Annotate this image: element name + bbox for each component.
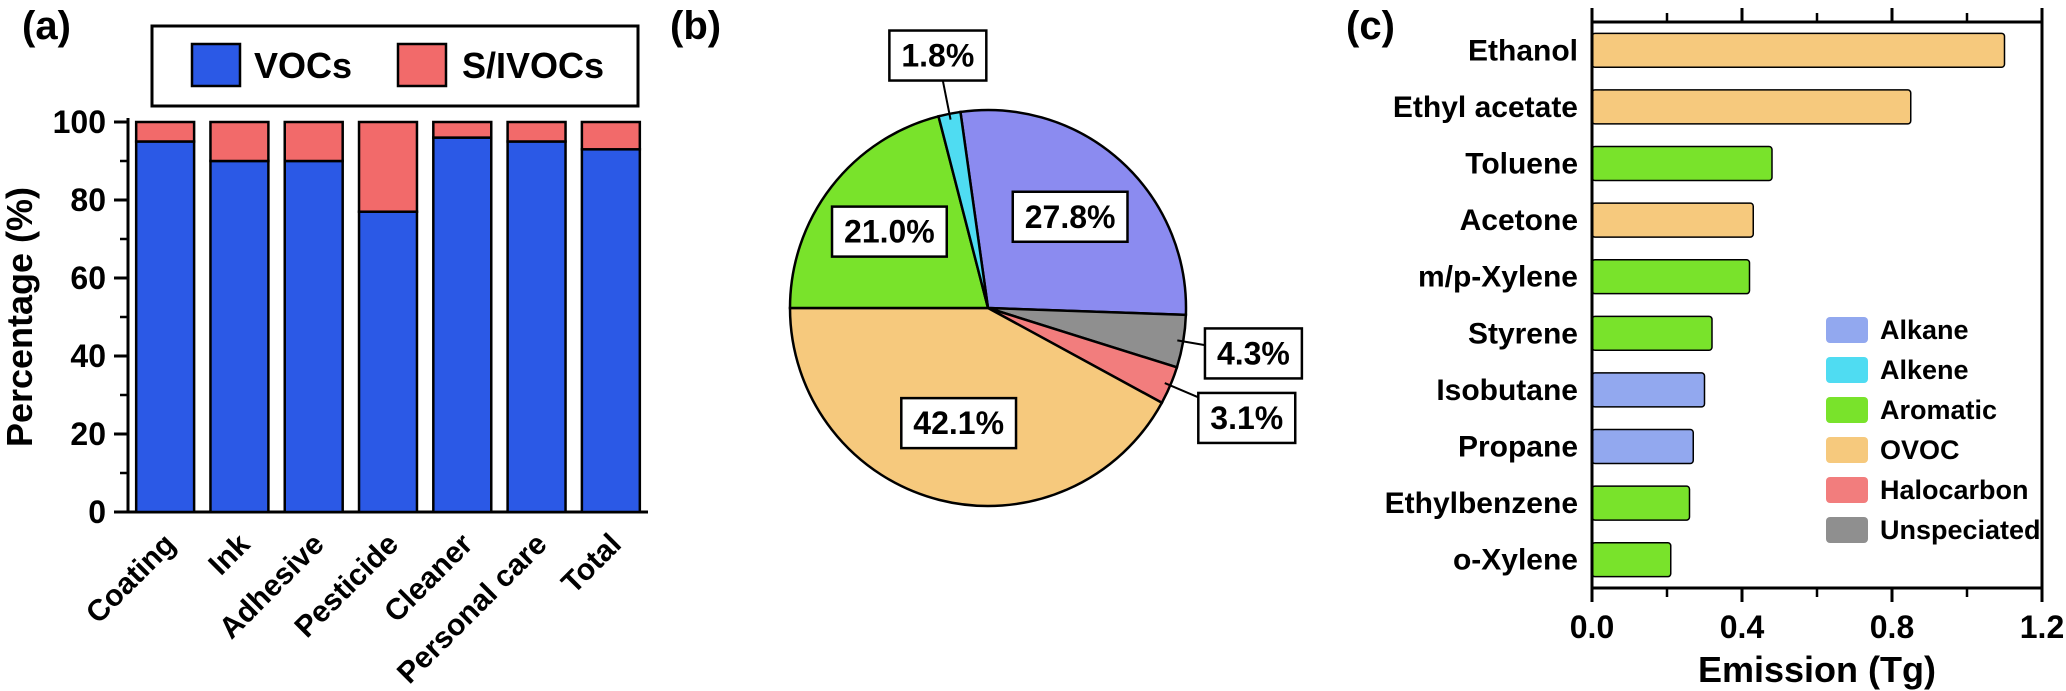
- bar-segment-vocs: [506, 140, 567, 514]
- pie-slice-label: 1.8%: [901, 38, 974, 74]
- category-label: Coating: [80, 528, 182, 630]
- bar-segment-vocs: [134, 140, 196, 514]
- panel-a-label: (a): [22, 4, 71, 48]
- category-label: Propane: [1458, 431, 1578, 464]
- bar-ethanol: [1591, 32, 2006, 69]
- bar-segment-sivocs: [134, 120, 196, 143]
- bar-segment-sivocs: [432, 120, 493, 139]
- bar-segment-sivocs: [283, 120, 344, 163]
- category-label: Total: [555, 528, 627, 600]
- pie-label-box: [888, 29, 988, 82]
- category-label: Ink: [202, 527, 256, 581]
- y-tick-label: 80: [70, 182, 106, 218]
- y-tick-label: 20: [70, 416, 106, 452]
- bar-isobutane: [1591, 372, 1706, 408]
- panel-horizontal-bar: (c) Ethanol Ethyl acetate Toluene Acetone m/…: [1320, 0, 2066, 691]
- pie-slice-label: 27.8%: [1025, 199, 1116, 235]
- bar-segment-sivocs: [580, 120, 642, 151]
- panel-c-label: (c): [1346, 4, 1395, 48]
- category-label: Isobutane: [1436, 374, 1578, 407]
- bar-oxylene: [1591, 541, 1672, 578]
- bar-toluene: [1591, 145, 1773, 182]
- category-label: Toluene: [1465, 148, 1578, 181]
- pie-label-box: [900, 396, 1018, 450]
- pie-label-box: [1197, 391, 1297, 445]
- pie-label-box: [1011, 190, 1129, 244]
- y-tick-label: 0: [88, 494, 106, 530]
- category-label: Acetone: [1460, 204, 1578, 237]
- x-tick-label: 0.8: [1870, 609, 1914, 645]
- legend-swatch: [190, 42, 242, 88]
- legend-swatch: [1826, 317, 1868, 343]
- y-tick-label: 100: [53, 104, 106, 140]
- pie-label-box: [830, 205, 949, 258]
- legend-swatch: [1826, 397, 1868, 423]
- pie-label-leader: [940, 74, 952, 120]
- category-label: o-Xylene: [1453, 544, 1578, 577]
- legend-label: OVOC: [1880, 435, 1960, 465]
- legend-swatch: [1826, 517, 1868, 543]
- pie-slice-label: 4.3%: [1217, 335, 1290, 371]
- legend-label: Halocarbon: [1880, 475, 2029, 505]
- legend-swatch: [1826, 357, 1868, 383]
- legend-label: Alkane: [1880, 315, 1969, 345]
- bar-propane: [1591, 428, 1694, 465]
- bar-segment-vocs: [283, 159, 344, 514]
- bar-segment-sivocs: [357, 120, 419, 213]
- panel-b-label: (b): [670, 4, 722, 48]
- y-tick-label: 40: [70, 338, 106, 374]
- bar-segment-sivocs: [506, 120, 567, 143]
- bar-segment-vocs: [432, 136, 493, 514]
- y-tick-label: 60: [70, 260, 106, 296]
- category-label: Styrene: [1468, 317, 1578, 350]
- legend-label: Alkene: [1880, 355, 1969, 385]
- x-tick-label: 1.2: [2020, 609, 2064, 645]
- pie-slice-label: 3.1%: [1210, 400, 1283, 436]
- panel-stacked-bar: (a) 0 20 40 60 80 100 Coating Ink Adhesive Pestic…: [0, 0, 660, 691]
- pie-slice-label: 21.0%: [844, 214, 935, 250]
- bar-segment-vocs: [357, 210, 419, 514]
- bar-segment-vocs: [580, 148, 642, 514]
- x-tick-label: 0.4: [1720, 609, 1765, 645]
- pie-chart: 27.8% 4.3% 3.1% 42.1% 21.0% 1.8%: [788, 29, 1304, 508]
- pie-slice-label: 42.1%: [913, 405, 1004, 441]
- bar-ethylacetate: [1591, 89, 1912, 125]
- legend-swatch: [1826, 437, 1868, 463]
- x-tick-label: 0.0: [1570, 609, 1614, 645]
- bar-segment-vocs: [209, 159, 270, 514]
- bar-segment-sivocs: [209, 120, 270, 163]
- bar-styrene: [1591, 315, 1713, 352]
- y-axis-title: Percentage (%): [0, 187, 40, 447]
- bar-acetone: [1591, 202, 1754, 238]
- category-label: Ethanol: [1468, 34, 1578, 67]
- pie-label-box: [1203, 327, 1304, 380]
- legend-label: Aromatic: [1880, 395, 1997, 425]
- bar-ethylbenzene: [1591, 485, 1691, 521]
- category-label: m/p-Xylene: [1418, 261, 1578, 294]
- panel-pie: (b) 27.8% 4.3% 3.1% 42.1% 21.0% 1.8%: [660, 0, 1320, 691]
- legend-label: Unspeciated: [1880, 515, 2041, 545]
- legend-label: VOCs: [254, 45, 352, 86]
- legend-label: S/IVOCs: [462, 45, 604, 86]
- legend-swatch: [396, 42, 448, 88]
- category-label: Ethylbenzene: [1385, 487, 1578, 520]
- legend-swatch: [1826, 477, 1868, 503]
- horizontal-bar-chart: Ethanol Ethyl acetate Toluene Acetone m/p-Xy…: [1385, 8, 2064, 690]
- bar-mpxylene: [1591, 258, 1751, 295]
- category-label: Ethyl acetate: [1393, 91, 1578, 124]
- x-axis-title: Emission (Tg): [1698, 649, 1936, 690]
